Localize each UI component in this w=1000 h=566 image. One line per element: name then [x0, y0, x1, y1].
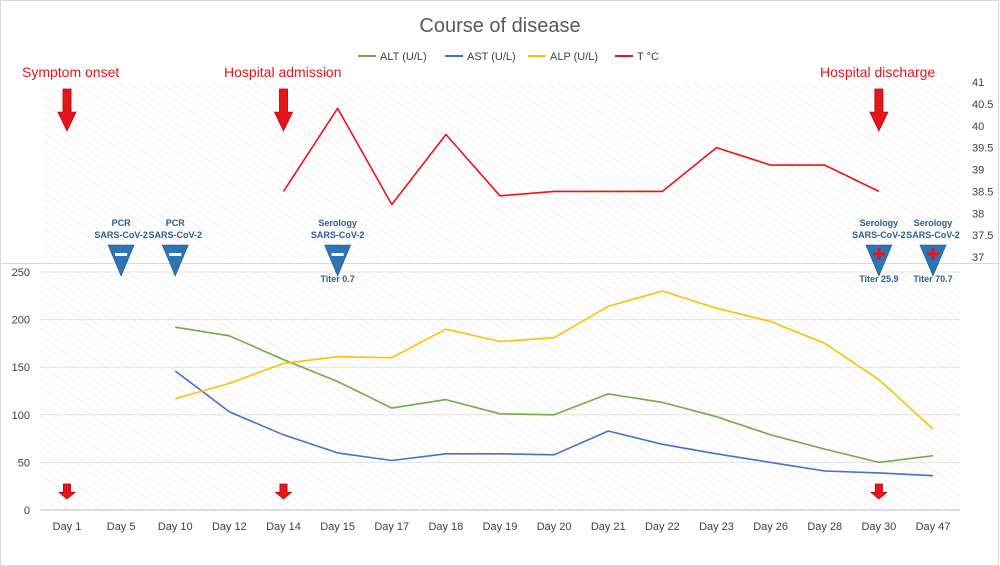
y-right-tick: 38.5 [972, 186, 993, 198]
ast-line [174, 370, 934, 477]
test-marker-icon [324, 244, 352, 277]
negative-sign-icon [115, 253, 128, 256]
temperature-series [282, 107, 880, 206]
test-label-line2: SARS-CoV-2 [852, 230, 906, 240]
y-right-tick: 40 [972, 121, 984, 133]
test-marker-icon [865, 244, 893, 277]
y-right-tick: 37.5 [972, 230, 993, 242]
right-axis-ticks: 41 40.5 40 39.5 39 38.5 38 37.5 37 [972, 77, 993, 264]
y-right-tick: 39 [972, 165, 984, 177]
x-tick: Day 1 [53, 521, 82, 533]
y-left-tick: 50 [18, 457, 30, 469]
x-tick: Day 47 [916, 521, 951, 533]
bottom-gridlines [40, 271, 960, 511]
legend-label-0: ALT (U/L) [380, 51, 427, 63]
event-arrow-icon [869, 88, 889, 132]
test-label-line2: SARS-CoV-2 [148, 230, 202, 240]
legend-label-3: T °C [637, 51, 659, 63]
bottom-plot-area [40, 272, 960, 510]
event-marker-icon [869, 483, 888, 500]
event-arrow-icon [273, 88, 294, 132]
event-marker-icon [57, 483, 77, 500]
lab-series [174, 290, 934, 477]
test-label-line2: SARS-CoV-2 [94, 230, 148, 240]
y-left-tick: 150 [12, 362, 30, 374]
chart-title: Course of disease [419, 15, 580, 37]
alp-line [175, 290, 934, 430]
y-right-tick: 37 [972, 252, 984, 264]
event-label-2: Hospital discharge [820, 64, 935, 80]
x-tick: Day 10 [158, 521, 193, 533]
left-axis-ticks: 250 200 150 100 50 0 [12, 267, 30, 517]
titer-label: Titer 25.9 [859, 274, 898, 284]
positive-sign-icon [877, 248, 881, 260]
y-right-tick: 41 [972, 77, 984, 89]
event-arrow-icon [57, 88, 77, 132]
positive-sign-icon [931, 248, 935, 260]
y-left-tick: 200 [12, 315, 30, 327]
y-right-tick: 39.5 [972, 143, 993, 155]
test-label-line1: Serology [860, 218, 899, 228]
test-marker-icon [161, 244, 189, 277]
legend: ALT (U/L) AST (U/L) ALP (U/L) T °C [358, 51, 659, 63]
panel-divider [0, 263, 1000, 264]
negative-sign-icon [169, 253, 182, 256]
alt-line [175, 326, 934, 464]
x-tick: Day 12 [212, 521, 247, 533]
event-label-0: Symptom onset [22, 64, 119, 80]
y-right-tick: 38 [972, 208, 984, 220]
event-label-1: Hospital admission [224, 64, 342, 80]
x-tick: Day 21 [591, 521, 626, 533]
y-left-tick: 0 [24, 505, 30, 517]
titer-label: Titer 0.7 [320, 274, 354, 284]
test-annotations: PCR SARS-CoV-2 PCR SARS-CoV-2 Serology SARS-C… [94, 218, 959, 284]
y-left-tick: 100 [12, 410, 30, 422]
temperature-line [282, 107, 880, 206]
x-tick: Day 17 [374, 521, 409, 533]
test-label-line1: Serology [318, 218, 357, 228]
legend-label-1: AST (U/L) [467, 51, 516, 63]
x-tick: Day 18 [428, 521, 463, 533]
legend-label-2: ALP (U/L) [550, 51, 598, 63]
x-tick: Day 14 [266, 521, 301, 533]
negative-sign-icon [331, 253, 344, 256]
x-tick: Day 23 [699, 521, 734, 533]
test-label-line2: SARS-CoV-2 [906, 230, 960, 240]
x-tick: Day 22 [645, 521, 680, 533]
x-tick: Day 5 [107, 521, 136, 533]
event-marker-icon [274, 483, 293, 500]
x-axis-ticks: Day 1 Day 5 Day 10 Day 12 Day 14 Day 15 Day 17… [53, 521, 951, 533]
test-label-line1: PCR [112, 218, 132, 228]
top-plot-area [44, 82, 960, 258]
x-tick: Day 30 [861, 521, 896, 533]
event-annotations: Symptom onset Hospital admission Hospital … [22, 64, 935, 500]
test-label-line1: PCR [166, 218, 186, 228]
test-label-line2: SARS-CoV-2 [311, 230, 365, 240]
test-marker-icon [107, 244, 135, 277]
y-right-tick: 40.5 [972, 99, 993, 111]
x-tick: Day 26 [753, 521, 788, 533]
titer-label: Titer 70.7 [913, 274, 952, 284]
x-tick: Day 19 [483, 521, 518, 533]
test-marker-icon [919, 244, 947, 277]
test-label-line1: Serology [914, 218, 953, 228]
x-tick: Day 15 [320, 521, 355, 533]
x-tick: Day 20 [537, 521, 572, 533]
y-left-tick: 250 [12, 267, 30, 279]
x-tick: Day 28 [807, 521, 842, 533]
